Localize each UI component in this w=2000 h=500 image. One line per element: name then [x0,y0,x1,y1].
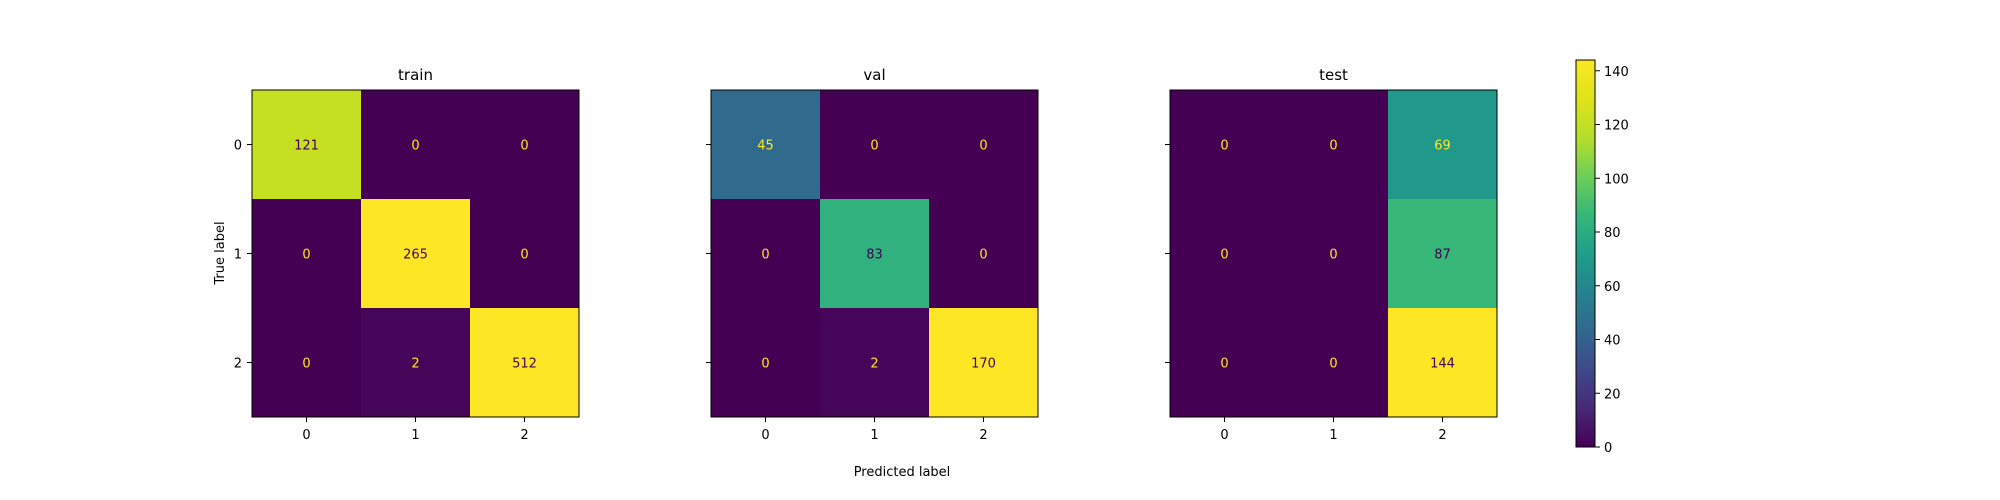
y-tick-label: 1 [234,248,242,263]
panel-title: test [1319,66,1348,84]
x-tick-label: 0 [1220,428,1228,443]
cell-value: 512 [512,357,537,372]
cell-value: 0 [411,139,419,154]
colorbar-tick-label: 60 [1604,280,1621,295]
cell-value: 2 [411,357,419,372]
cell-value: 0 [1220,357,1228,372]
cell-value: 170 [971,357,996,372]
matrix-cell [1279,308,1388,417]
x-tick-label: 1 [1329,428,1337,443]
x-tick-label: 2 [1438,428,1446,443]
panel-title: val [863,66,885,84]
cell-value: 0 [520,248,528,263]
matrix-cell [252,308,361,417]
colorbar-tick-label: 120 [1604,119,1629,134]
cell-value: 69 [1434,139,1451,154]
y-tick-label: 2 [234,357,242,372]
x-tick-label: 1 [870,428,878,443]
matrix-cell [1388,90,1497,199]
colorbar-tick-label: 80 [1604,226,1621,241]
matrix-cell [711,199,820,308]
cell-value: 45 [757,139,774,154]
cell-value: 0 [1329,139,1337,154]
x-tick-label: 2 [979,428,987,443]
colorbar-tick-label: 20 [1604,387,1621,402]
cell-value: 0 [761,357,769,372]
colorbar-tick-label: 40 [1604,334,1621,349]
matrix-cell [929,308,1038,417]
x-tick-label: 0 [761,428,769,443]
matrix-cell [1170,90,1279,199]
x-tick-label: 1 [411,428,419,443]
matrix-cell [1279,199,1388,308]
matrix-cell [820,308,929,417]
cell-value: 144 [1430,357,1455,372]
cell-value: 0 [1329,357,1337,372]
matrix-cell [361,199,470,308]
panel-test: test 0 0 69 0 0 87 0 0 144 0 1 2 [1165,66,1498,443]
matrix-cell [1388,199,1497,308]
colorbar-gradient [1575,59,1596,448]
matrix-cell [711,308,820,417]
matrix-cell [252,90,361,199]
matrix-cell [820,199,929,308]
cell-value: 0 [520,139,528,154]
matrix-cell [470,308,579,417]
matrix-cell [470,90,579,199]
panel-val: val 45 0 0 0 83 0 0 2 170 0 1 2 [706,66,1039,443]
panel-title: train [398,66,433,84]
colorbar-tick-label: 0 [1604,441,1612,456]
cell-value: 0 [979,248,987,263]
x-axis-label: Predicted label [854,465,951,480]
panel-train: train 121 0 0 0 265 0 0 2 512 0 1 2 0 1 2 [234,66,580,443]
cell-value: 0 [1220,139,1228,154]
cell-value: 0 [302,357,310,372]
cell-value: 0 [979,139,987,154]
matrix-cell [820,90,929,199]
x-tick-label: 2 [520,428,528,443]
y-tick-label: 0 [234,139,242,154]
matrix-cell [252,199,361,308]
y-axis-label: True label [213,221,228,285]
cell-value: 121 [294,139,319,154]
matrix-cell [361,90,470,199]
x-tick-label: 0 [302,428,310,443]
colorbar-tick-label: 100 [1604,172,1629,187]
cell-value: 265 [403,248,428,263]
cell-value: 0 [761,248,769,263]
matrix-cell [929,90,1038,199]
cell-value: 83 [866,248,883,263]
cell-value: 2 [870,357,878,372]
matrix-cell [1170,308,1279,417]
matrix-cell [470,199,579,308]
matrix-cell [1279,90,1388,199]
cell-value: 0 [870,139,878,154]
matrix-cell [361,308,470,417]
cell-value: 87 [1434,248,1451,263]
matrix-cell [1170,199,1279,308]
matrix-cell [1388,308,1497,417]
matrix-cell [929,199,1038,308]
matrix-cell [711,90,820,199]
cell-value: 0 [1220,248,1228,263]
cell-value: 0 [1329,248,1337,263]
cell-value: 0 [302,248,310,263]
colorbar-tick-label: 140 [1604,65,1629,80]
